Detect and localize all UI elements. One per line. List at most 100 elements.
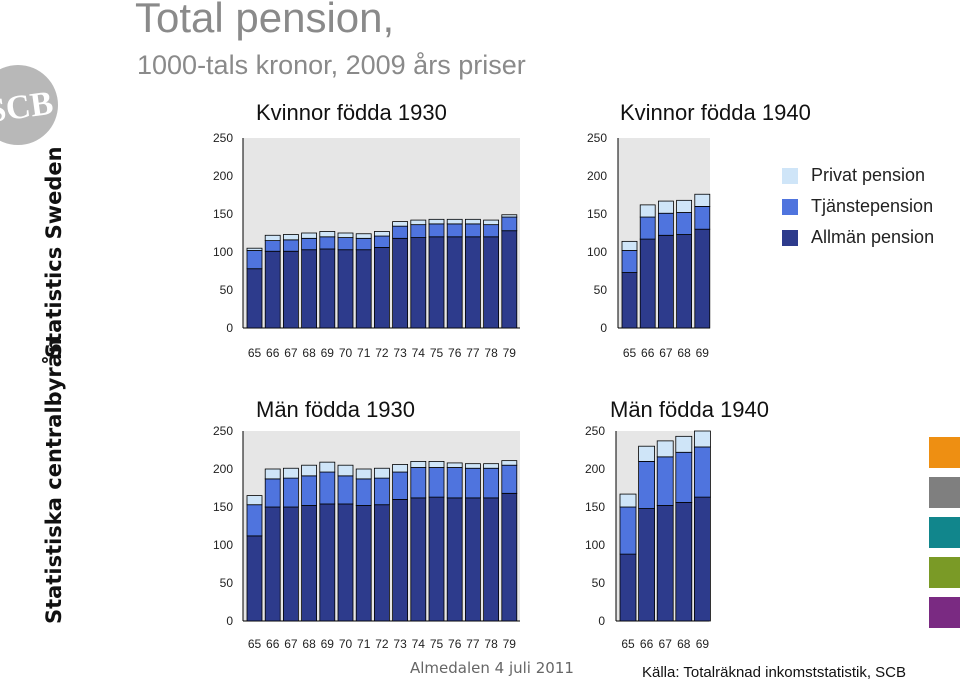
legend-item-privat: Privat pension [782,160,934,191]
x-tick-label: 72 [375,346,389,360]
bar-tjanste [639,216,656,240]
legend-swatch-tjanste [782,198,798,215]
y-tick-label: 0 [598,614,605,628]
bar-allman [392,237,409,329]
bar-tjanste [464,223,481,238]
x-tick-label: 69 [321,346,335,360]
x-tick-label: 70 [339,346,353,360]
x-tick-label: 75 [430,346,444,360]
bar-allman [464,236,481,329]
bar-tjanste [355,237,372,251]
chart-title: Kvinnor födda 1940 [620,100,811,125]
x-tick-label: 67 [284,346,298,360]
legend-item-allman: Allmän pension [782,222,934,253]
legend-swatch-allman [782,229,798,246]
x-tick-label: 67 [659,637,673,651]
bar-privat [619,493,637,508]
bar-tjanste [301,475,318,506]
bar-privat [675,435,693,453]
bar-allman [619,553,637,622]
bar-allman [658,234,674,329]
bar-allman [501,230,518,329]
bar-privat [392,221,409,227]
y-tick-label: 250 [213,424,233,438]
x-tick-label: 78 [484,346,498,360]
x-tick-label: 76 [448,346,462,360]
x-tick-label: 67 [659,346,673,360]
legend-item-tjanste: Tjänstepension [782,191,934,222]
bar-tjanste [675,451,693,503]
bar-tjanste [264,478,281,508]
y-tick-label: 0 [600,321,607,335]
bar-tjanste [619,506,637,555]
x-tick-label: 74 [412,346,426,360]
bar-allman [337,249,354,329]
bar-privat [355,233,372,239]
bar-tjanste [264,240,281,252]
y-tick-label: 100 [213,245,233,259]
bar-tjanste [428,223,445,238]
x-tick-label: 72 [375,637,389,651]
bar-tjanste [483,467,500,499]
chart-title: Män födda 1930 [256,397,415,422]
y-tick-label: 250 [585,424,605,438]
bar-tjanste [676,212,692,235]
y-tick-label: 250 [587,131,607,145]
legend-label-allman: Allmän pension [811,227,935,247]
bar-privat [246,247,263,251]
bar-privat [355,468,372,480]
bar-tjanste [483,224,500,238]
bar-tjanste [621,250,638,273]
bar-allman [410,237,427,329]
bar-tjanste [658,212,674,236]
color-square-orange [929,437,960,468]
bar-privat [246,495,263,506]
side-strip: SCB Statistics Sweden Statistiska centra… [0,0,70,681]
bar-tjanste [282,477,299,508]
bar-privat [337,232,354,238]
bar-allman [319,248,336,329]
bar-allman [264,506,281,622]
bar-allman [428,496,445,622]
bar-tjanste [337,237,354,251]
x-tick-label: 65 [248,346,262,360]
bar-allman [246,535,263,622]
bar-tjanste [694,205,711,230]
bar-privat [301,232,318,239]
bar-privat [282,467,299,479]
x-tick-label: 66 [640,637,654,651]
bar-tjanste [337,475,354,505]
y-tick-label: 100 [587,245,607,259]
y-tick-label: 200 [213,169,233,183]
chart-title: Män födda 1940 [610,397,769,422]
bar-tjanste [392,225,409,239]
bar-allman [355,505,372,622]
bar-tjanste [501,216,518,232]
bar-tjanste [392,471,409,500]
bar-allman [337,503,354,622]
bar-privat [658,200,674,214]
bar-tjanste [410,467,427,499]
bar-privat [638,445,655,462]
bar-privat [501,460,518,466]
bar-allman [355,249,372,329]
bar-privat [446,462,463,468]
bar-privat [282,234,299,241]
bar-tjanste [319,236,336,250]
legend: Privat pension Tjänstepension Allmän pen… [782,160,934,253]
bar-allman [694,496,711,622]
y-tick-label: 200 [585,462,605,476]
x-tick-label: 65 [621,637,635,651]
bar-tjanste [446,223,463,238]
bar-privat [428,460,445,468]
bar-allman [501,492,518,622]
bar-tjanste [656,456,674,506]
bar-privat [373,467,390,479]
x-tick-label: 71 [357,346,371,360]
bar-privat [483,463,500,469]
y-tick-label: 0 [226,614,233,628]
bar-tjanste [446,467,463,499]
y-tick-label: 0 [226,321,233,335]
y-tick-label: 50 [594,283,608,297]
